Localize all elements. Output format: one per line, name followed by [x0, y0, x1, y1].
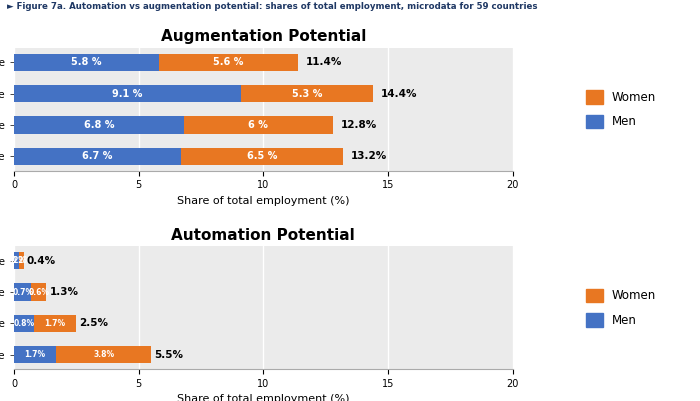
- Text: 14.4%: 14.4%: [380, 89, 417, 99]
- Text: 1.3%: 1.3%: [50, 287, 78, 297]
- Text: 0.6%: 0.6%: [29, 288, 50, 296]
- Text: 6.8 %: 6.8 %: [83, 120, 114, 130]
- Text: 6.7 %: 6.7 %: [83, 151, 113, 161]
- Bar: [183, 116, 333, 134]
- Bar: [159, 54, 298, 71]
- Text: 9.1 %: 9.1 %: [112, 89, 143, 99]
- X-axis label: Share of total employment (%): Share of total employment (%): [177, 394, 349, 401]
- Bar: [14, 85, 241, 102]
- Bar: [14, 252, 19, 269]
- Text: 0.2%: 0.2%: [6, 256, 27, 265]
- Text: ► Figure 7a. Automation vs augmentation potential: shares of total employment, m: ► Figure 7a. Automation vs augmentation …: [7, 2, 538, 11]
- Text: 5.5%: 5.5%: [154, 350, 183, 360]
- Title: Augmentation Potential: Augmentation Potential: [160, 29, 366, 44]
- Text: 2.5%: 2.5%: [79, 318, 108, 328]
- Text: 6 %: 6 %: [248, 120, 268, 130]
- Bar: [181, 148, 343, 165]
- Bar: [57, 346, 151, 363]
- Text: 1.7%: 1.7%: [45, 319, 66, 328]
- Text: 3.8%: 3.8%: [93, 350, 114, 359]
- Text: 0.8%: 0.8%: [13, 319, 34, 328]
- Text: 1.7%: 1.7%: [25, 350, 46, 359]
- Text: 6.5 %: 6.5 %: [247, 151, 277, 161]
- Bar: [34, 315, 76, 332]
- Bar: [241, 85, 373, 102]
- Bar: [32, 284, 46, 301]
- Text: 5.3 %: 5.3 %: [292, 89, 322, 99]
- Legend: Women, Men: Women, Men: [586, 90, 657, 128]
- Bar: [14, 315, 34, 332]
- Title: Automation Potential: Automation Potential: [172, 227, 355, 243]
- Text: 0.2%: 0.2%: [11, 256, 32, 265]
- Bar: [14, 148, 181, 165]
- Text: 5.6 %: 5.6 %: [214, 57, 244, 67]
- Text: 0.7%: 0.7%: [12, 288, 34, 296]
- Bar: [14, 346, 57, 363]
- Text: 13.2%: 13.2%: [351, 151, 387, 161]
- Text: 11.4%: 11.4%: [306, 57, 342, 67]
- Text: 12.8%: 12.8%: [341, 120, 377, 130]
- X-axis label: Share of total employment (%): Share of total employment (%): [177, 196, 349, 206]
- Text: 5.8 %: 5.8 %: [71, 57, 102, 67]
- Legend: Women, Men: Women, Men: [586, 289, 657, 327]
- Bar: [14, 284, 32, 301]
- Text: 0.4%: 0.4%: [27, 256, 56, 266]
- Bar: [14, 54, 159, 71]
- Bar: [14, 116, 183, 134]
- Bar: [19, 252, 24, 269]
